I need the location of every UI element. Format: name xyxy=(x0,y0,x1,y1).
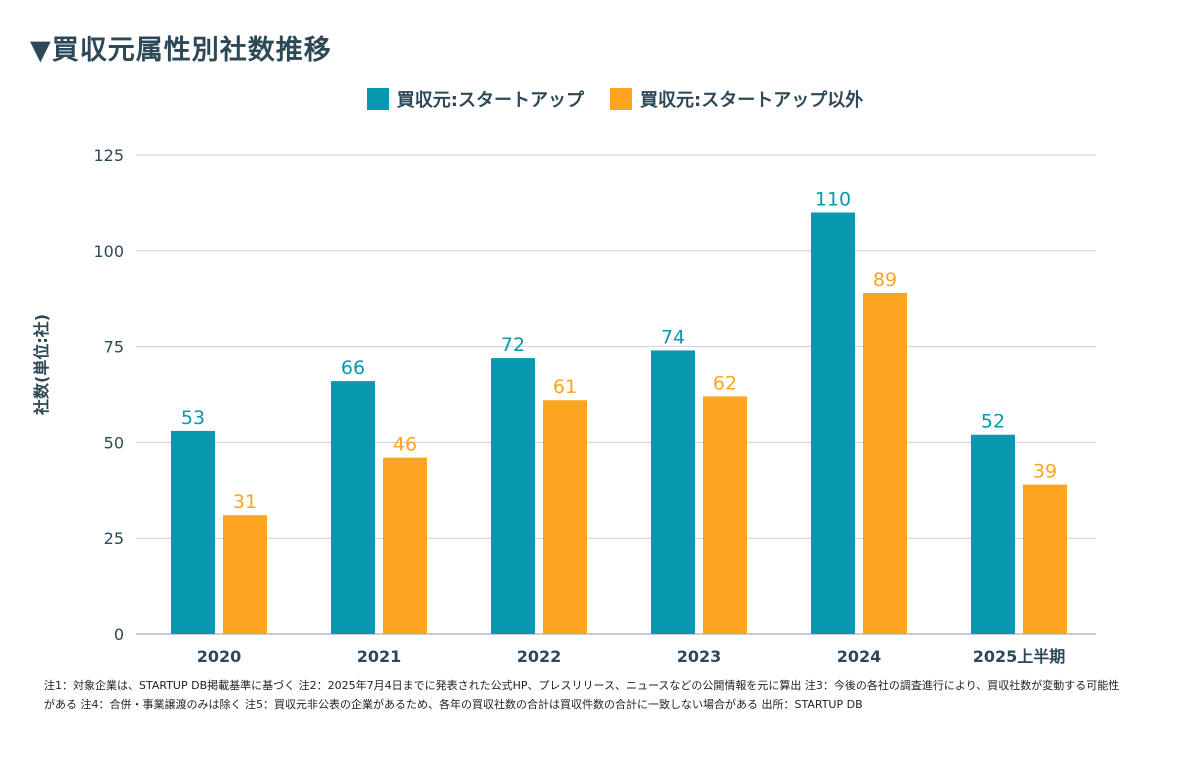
x-tick-label: 2024 xyxy=(837,647,882,666)
y-tick-label: 25 xyxy=(104,529,124,548)
data-label: 39 xyxy=(1033,461,1057,483)
x-tick-label: 2021 xyxy=(357,647,402,666)
x-tick-label: 2022 xyxy=(517,647,562,666)
data-label: 31 xyxy=(233,491,257,513)
bar-startup xyxy=(811,212,855,635)
bar-non-startup xyxy=(223,515,267,634)
legend: 買収元:スタートアップ 買収元:スタートアップ以外 xyxy=(0,86,1200,112)
x-tick-label: 2020 xyxy=(197,647,242,666)
y-tick-label: 0 xyxy=(114,625,124,644)
data-label: 66 xyxy=(341,357,365,379)
bar-startup xyxy=(171,430,215,634)
x-tick-label: 2023 xyxy=(677,647,722,666)
chart-title: ▼買収元属性別社数推移 xyxy=(30,35,332,66)
y-tick-label: 50 xyxy=(104,433,124,452)
y-tick-label: 100 xyxy=(93,242,124,261)
legend-label-startup: 買収元:スタートアップ xyxy=(396,90,584,111)
data-label: 74 xyxy=(661,326,685,348)
legend-item-startup: 買収元:スタートアップ xyxy=(366,86,584,112)
data-label: 52 xyxy=(981,411,1005,433)
data-label: 72 xyxy=(501,334,525,356)
y-tick-label: 125 xyxy=(93,146,124,165)
bar-startup xyxy=(331,381,375,634)
bar-non-startup xyxy=(1023,484,1067,634)
legend-swatch-non-startup xyxy=(610,88,632,110)
footnotes: 注1：対象企業は、STARTUP DB掲載基準に基づく 注2：2025年7月4日… xyxy=(44,679,1120,711)
data-label: 61 xyxy=(553,376,577,398)
data-label: 53 xyxy=(181,407,205,429)
bar-non-startup xyxy=(543,400,587,634)
bar-non-startup xyxy=(383,457,427,634)
legend-item-non-startup: 買収元:スタートアップ以外 xyxy=(610,86,863,112)
legend-swatch-startup xyxy=(366,88,389,110)
data-label: 110 xyxy=(815,188,851,210)
data-label: 46 xyxy=(393,434,417,456)
data-label: 62 xyxy=(713,372,737,394)
bar-startup xyxy=(651,350,695,634)
bar-non-startup xyxy=(703,396,747,634)
bar-non-startup xyxy=(863,292,907,634)
legend-label-non-startup: 買収元:スタートアップ以外 xyxy=(640,90,864,111)
y-tick-label: 75 xyxy=(104,338,124,357)
data-label: 89 xyxy=(873,269,897,291)
x-tick-label: 2025上半期 xyxy=(973,647,1066,666)
bar-startup xyxy=(971,434,1015,634)
bar-startup xyxy=(491,358,535,634)
